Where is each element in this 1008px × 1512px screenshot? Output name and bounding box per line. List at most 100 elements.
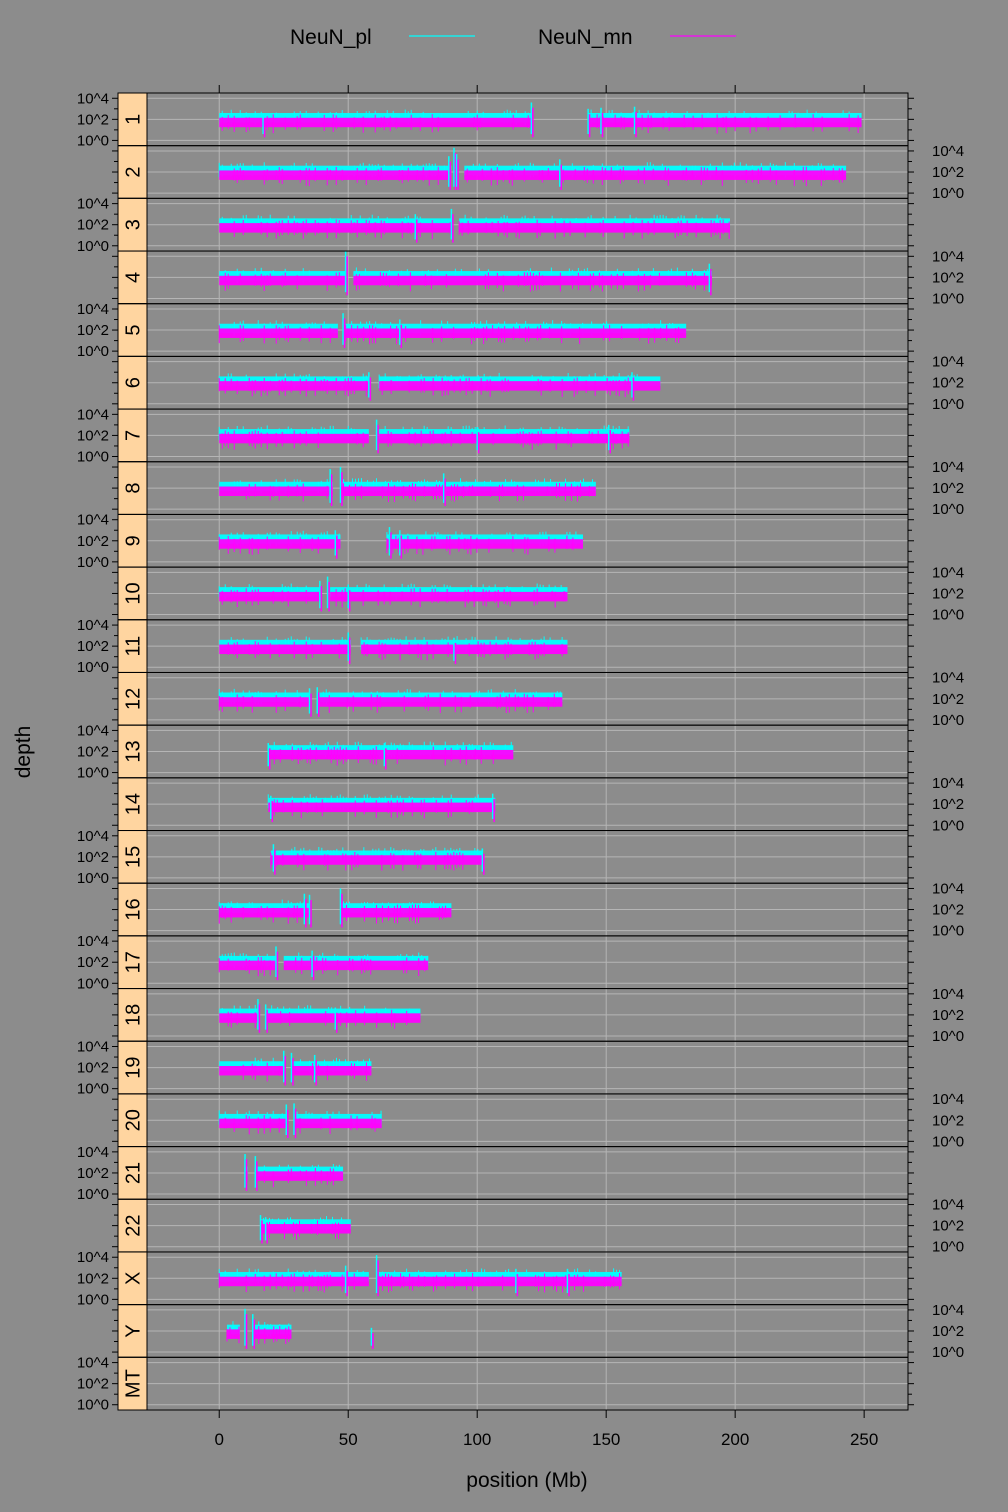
y-tick-label: 10^4 — [932, 1197, 964, 1214]
y-tick-label: 10^2 — [932, 164, 964, 181]
y-tick-label: 10^0 — [932, 607, 964, 624]
band-NeuN_mn — [361, 644, 568, 655]
x-tick-label: 100 — [463, 1430, 491, 1449]
band-NeuN_mn — [345, 328, 687, 338]
y-tick-label: 10^4 — [932, 354, 964, 371]
strip-label-chrX: X — [123, 1272, 145, 1285]
strip-chr22 — [117, 1198, 148, 1253]
band-NeuN_mn — [376, 1276, 622, 1287]
panel-chr22: 22 — [117, 1198, 909, 1253]
y-tick-label: 10^4 — [932, 459, 964, 476]
x-tick-label: 250 — [850, 1430, 878, 1449]
band-NeuN_mn — [294, 1118, 382, 1129]
y-tick-label: 10^2 — [77, 954, 109, 971]
y-tick-label: 10^4 — [932, 880, 964, 897]
y-tick-label: 10^2 — [77, 638, 109, 655]
y-tick-label: 10^4 — [77, 722, 109, 739]
strip-label-chr4: 4 — [123, 272, 145, 283]
strip-label-chr2: 2 — [123, 166, 145, 177]
y-tick-label: 10^2 — [932, 1007, 964, 1024]
y-tick-label: 10^0 — [77, 1291, 109, 1308]
y-tick-label: 10^2 — [77, 217, 109, 234]
y-tick-label: 10^2 — [77, 111, 109, 128]
band-NeuN_mn — [255, 1171, 344, 1181]
y-tick-label: 10^4 — [932, 564, 964, 581]
band-NeuN_mn — [379, 381, 661, 391]
y-tick-label: 10^0 — [932, 1344, 964, 1361]
y-tick-label: 10^2 — [932, 1112, 964, 1129]
band-NeuN_mn — [464, 170, 847, 180]
strip-label-chrMT: MT — [123, 1369, 145, 1398]
y-tick-label: 10^2 — [932, 375, 964, 392]
strip-label-chr20: 20 — [123, 1109, 145, 1131]
strip-chr1 — [117, 92, 148, 147]
band-NeuN_mn — [459, 223, 731, 233]
strip-label-chr6: 6 — [123, 377, 145, 388]
panel-chr21: 21 — [117, 1146, 909, 1200]
strip-chr9 — [117, 513, 148, 568]
y-tick-label: 10^4 — [932, 143, 964, 160]
panel-chr8: 8 — [117, 461, 909, 515]
strip-label-chr13: 13 — [123, 740, 145, 762]
panel-chr12: 12 — [117, 671, 909, 726]
band-NeuN_mn — [219, 1013, 258, 1023]
y-tick-label: 10^4 — [77, 90, 109, 107]
y-tick-label: 10^4 — [932, 986, 964, 1003]
x-tick-label: 50 — [339, 1430, 358, 1449]
y-tick-label: 10^0 — [77, 1186, 109, 1203]
y-tick-label: 10^0 — [77, 343, 109, 360]
y-tick-label: 10^4 — [77, 196, 109, 213]
strip-chr7 — [117, 408, 148, 463]
y-tick-label: 10^2 — [77, 849, 109, 866]
panel-chrMT: MT — [117, 1356, 909, 1411]
band-NeuN_mn — [219, 960, 276, 971]
y-tick-label: 10^0 — [932, 1239, 964, 1256]
x-tick-label: 0 — [214, 1430, 223, 1449]
y-tick-label: 10^0 — [932, 396, 964, 413]
y-tick-label: 10^2 — [932, 269, 964, 286]
strip-label-chr15: 15 — [123, 846, 145, 868]
strip-label-chr9: 9 — [123, 535, 145, 546]
y-tick-label: 10^0 — [77, 554, 109, 571]
y-tick-label: 10^0 — [77, 132, 109, 149]
panel-chr15: 15 — [117, 830, 909, 884]
band-NeuN_mn — [265, 1013, 421, 1023]
panel-chr6: 6 — [117, 355, 909, 410]
strip-label-chr10: 10 — [123, 582, 145, 604]
band-NeuN_mn — [386, 539, 583, 549]
band-NeuN_mn — [219, 223, 452, 233]
y-tick-label: 10^2 — [932, 585, 964, 602]
y-tick-label: 10^0 — [77, 870, 109, 887]
strip-chr2 — [117, 145, 148, 199]
panel-chr7: 7 — [117, 408, 909, 463]
x-axis-label: position (Mb) — [466, 1469, 587, 1492]
strip-label-chr5: 5 — [123, 324, 145, 335]
band-NeuN_mn — [340, 907, 452, 918]
band-NeuN_mn — [219, 907, 310, 918]
band-NeuN_mn — [588, 117, 862, 128]
y-tick-label: 10^0 — [77, 1397, 109, 1414]
strip-label-chr14: 14 — [123, 793, 145, 815]
panel-chr5: 5 — [117, 303, 909, 357]
band-NeuN_mn — [260, 1224, 351, 1234]
band-NeuN_mn — [219, 539, 341, 549]
band-NeuN_mn — [291, 1065, 372, 1076]
band-NeuN_mn — [353, 275, 712, 286]
y-tick-label: 10^0 — [932, 1028, 964, 1045]
y-tick-label: 10^0 — [77, 448, 109, 465]
panel-chr17: 17 — [117, 935, 909, 990]
strip-label-chr21: 21 — [123, 1162, 145, 1184]
band-NeuN_mn — [226, 1329, 240, 1339]
y-tick-label: 10^2 — [77, 1376, 109, 1393]
strip-label-chr3: 3 — [123, 219, 145, 230]
band-NeuN_mn — [219, 170, 452, 180]
y-tick-label: 10^4 — [932, 775, 964, 792]
y-tick-label: 10^2 — [932, 691, 964, 708]
y-tick-label: 10^2 — [77, 744, 109, 761]
y-tick-label: 10^0 — [932, 712, 964, 729]
band-NeuN_mn — [219, 328, 338, 338]
y-tick-label: 10^2 — [77, 322, 109, 339]
y-tick-label: 10^0 — [932, 501, 964, 518]
y-tick-label: 10^0 — [932, 185, 964, 202]
y-axis-label: depth — [12, 726, 35, 779]
